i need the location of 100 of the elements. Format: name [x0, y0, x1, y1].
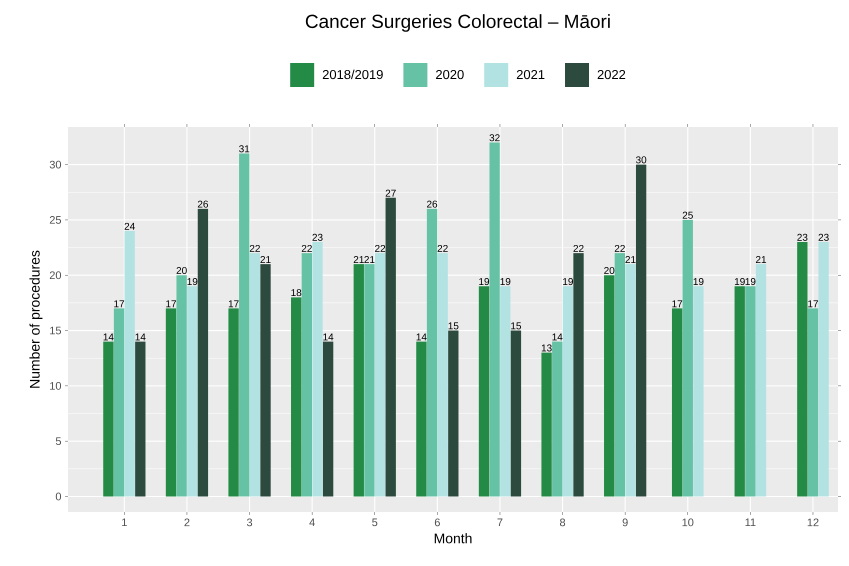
bar	[500, 286, 510, 496]
x-tick-label: 8	[560, 518, 566, 526]
bar	[291, 297, 302, 496]
y-tick-label: 30	[50, 160, 62, 168]
data-label: 22	[375, 244, 386, 252]
data-label: 32	[489, 134, 500, 142]
data-label: 22	[614, 244, 625, 252]
bar	[614, 253, 626, 496]
bar	[636, 164, 646, 496]
data-label: 21	[756, 256, 766, 263]
data-label: 26	[198, 200, 208, 208]
data-label: 20	[604, 266, 614, 274]
data-label: 31	[239, 145, 250, 152]
bar	[364, 264, 375, 496]
data-label: 24	[124, 222, 135, 230]
data-label: 14	[136, 334, 146, 340]
data-label: 27	[386, 190, 396, 197]
data-label: 22	[250, 244, 260, 252]
bar	[239, 154, 250, 496]
y-tick-label: 5	[56, 437, 62, 446]
bar	[124, 230, 135, 496]
data-label: 26	[426, 200, 438, 208]
y-tick-label: 10	[50, 382, 62, 390]
bar	[374, 253, 386, 496]
legend-label: 2021	[516, 70, 544, 80]
data-label: 18	[291, 289, 302, 296]
data-label: 17	[166, 300, 176, 308]
data-label: 14	[104, 334, 114, 340]
bar	[312, 242, 323, 496]
data-label: 20	[176, 266, 187, 274]
bar	[625, 264, 636, 496]
data-label: 22	[438, 244, 448, 252]
data-label: 19	[746, 278, 756, 286]
bar	[510, 330, 522, 496]
x-tick-label: 9	[622, 518, 628, 526]
data-label: 25	[682, 212, 693, 219]
data-label: 23	[818, 234, 829, 241]
bar	[386, 198, 396, 496]
x-tick-label: 3	[246, 518, 252, 526]
y-axis-title: Number of procedures	[29, 250, 42, 388]
data-label: 14	[552, 334, 562, 340]
x-tick-label: 7	[497, 518, 502, 526]
data-label: 23	[797, 234, 808, 241]
data-label: 21	[260, 256, 271, 263]
y-tick-label: 15	[50, 326, 62, 334]
bar	[103, 342, 114, 496]
x-tick-label: 5	[372, 518, 378, 526]
data-label: 19	[500, 278, 510, 286]
bar	[489, 142, 500, 496]
legend-label: 2020	[436, 70, 464, 80]
bar	[438, 253, 448, 496]
bar	[228, 308, 239, 496]
data-label: 17	[114, 300, 124, 308]
bar	[552, 342, 562, 496]
data-label: 14	[323, 334, 334, 340]
bar	[187, 286, 198, 496]
legend-label: 2018/2019	[322, 70, 383, 80]
x-tick-label: 12	[808, 518, 819, 526]
x-axis-title: Month	[434, 533, 472, 544]
bar	[354, 264, 364, 496]
data-label: 23	[312, 234, 323, 241]
bar	[114, 308, 124, 496]
bar	[198, 208, 208, 496]
bar	[322, 342, 334, 496]
y-tick-label: 20	[50, 271, 62, 280]
x-tick-label: 11	[746, 518, 756, 526]
data-label: 19	[563, 278, 573, 286]
data-label: 19	[694, 278, 704, 286]
data-label: 22	[573, 244, 584, 252]
bar	[166, 308, 176, 496]
data-label: 17	[672, 300, 682, 308]
x-tick-label: 6	[434, 518, 440, 526]
data-label: 17	[808, 300, 818, 308]
bar	[135, 342, 146, 496]
data-label: 19	[734, 278, 745, 286]
data-label: 30	[636, 156, 646, 164]
data-label: 19	[188, 278, 198, 286]
data-label: 22	[302, 244, 312, 252]
bar	[541, 352, 552, 496]
data-label: 21	[625, 256, 636, 263]
chart-title: Cancer Surgeries Colorectal – Māori	[306, 14, 610, 32]
bar	[176, 275, 187, 496]
bar	[250, 253, 260, 496]
y-tick-label: 0	[56, 492, 62, 500]
bar	[573, 253, 584, 496]
data-label: 21	[364, 256, 374, 263]
bar	[478, 286, 490, 496]
bar	[604, 275, 614, 496]
data-label: 15	[511, 322, 522, 330]
bar	[416, 342, 427, 496]
data-label: 15	[448, 322, 458, 330]
bar	[448, 330, 458, 496]
bar	[260, 264, 271, 496]
x-tick-label: 1	[122, 518, 127, 526]
data-label: 13	[542, 344, 552, 352]
bar	[562, 286, 574, 496]
x-tick-label: 4	[309, 518, 315, 526]
bar	[426, 208, 438, 496]
x-tick-label: 10	[682, 518, 694, 526]
x-tick-label: 2	[184, 518, 190, 526]
